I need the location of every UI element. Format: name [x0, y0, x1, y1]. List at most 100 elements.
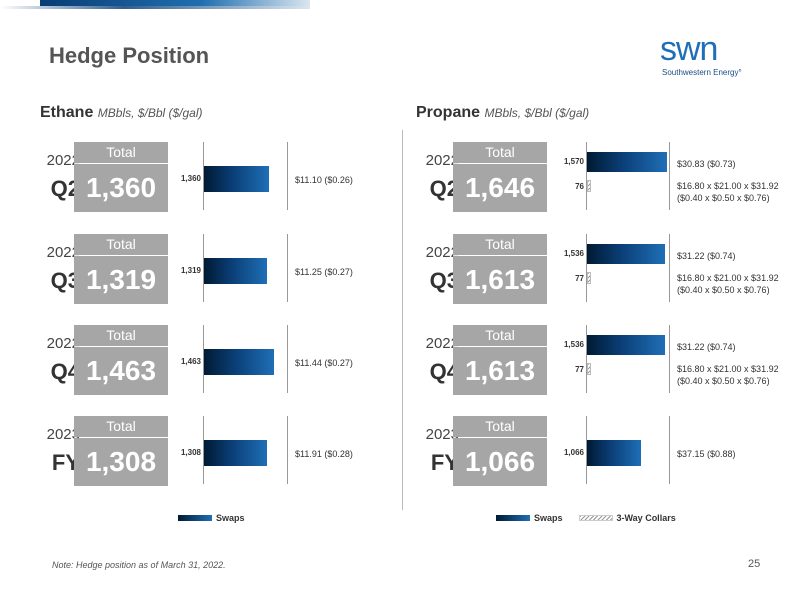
bar-value-collars: 77: [575, 274, 584, 283]
legend-label-swaps: Swaps: [534, 513, 563, 523]
total-box: Total 1,613: [453, 325, 547, 395]
total-value: 1,613: [453, 347, 547, 395]
price-separator: [287, 142, 288, 210]
ethane-panel-title: Ethane MBbls, $/Bbl ($/gal): [40, 104, 203, 122]
bar-swaps: [587, 152, 667, 172]
period-year: 2022: [425, 152, 459, 169]
price-separator: [287, 234, 288, 302]
bar-value-swaps: 1,570: [563, 157, 584, 166]
swap-price: $11.91 ($0.28): [295, 449, 353, 459]
period-year: 2022: [46, 335, 80, 352]
swap-price: $31.22 ($0.74): [677, 342, 736, 352]
price-separator: [287, 325, 288, 393]
bar-swaps: [587, 335, 665, 355]
panel-divider: [402, 130, 403, 510]
bar-swaps: [204, 349, 275, 375]
total-header: Total: [74, 325, 168, 346]
total-box: Total 1,066: [453, 416, 547, 486]
swap-price: $11.44 ($0.27): [295, 358, 353, 368]
legend-swatch-collars: [578, 515, 613, 521]
bar-value-swaps: 1,319: [180, 266, 201, 275]
total-value: 1,066: [453, 438, 547, 486]
total-box: Total 1,463: [74, 325, 168, 395]
top-accent-line: [0, 6, 310, 9]
swap-price: $11.10 ($0.26): [295, 175, 353, 185]
swn-logo: swn Southwestern Energy°: [660, 30, 770, 82]
bar-swaps: [204, 166, 270, 192]
page-number: 25: [748, 558, 761, 570]
price-separator: [669, 325, 670, 393]
collar-price-line-2: ($0.40 x $0.50 x $0.76): [677, 285, 770, 295]
propane-unit: MBbls, $/Bbl ($/gal): [484, 106, 590, 120]
propane-legend: Swaps 3-Way Collars: [496, 513, 676, 523]
total-value: 1,319: [74, 256, 168, 304]
ethane-unit: MBbls, $/Bbl ($/gal): [97, 106, 203, 120]
period-year: 2022: [46, 152, 80, 169]
total-value: 1,308: [74, 438, 168, 486]
bar-axis: [586, 142, 587, 210]
swap-price: $11.25 ($0.27): [295, 267, 353, 277]
bar-swaps: [587, 440, 641, 466]
swap-price: $31.22 ($0.74): [677, 251, 736, 261]
legend-swatch-swaps: [178, 515, 212, 521]
legend-label-collars: 3-Way Collars: [616, 513, 676, 523]
bar-axis: [203, 142, 204, 210]
period-year: 2022: [46, 244, 80, 261]
bar-collars: [587, 363, 591, 375]
bar-axis: [586, 234, 587, 302]
propane-title: Propane: [416, 104, 481, 121]
total-value: 1,463: [74, 347, 168, 395]
swap-price: $37.15 ($0.88): [677, 449, 736, 459]
total-box: Total 1,360: [74, 142, 168, 212]
legend-swatch-swaps: [496, 515, 530, 521]
legend-label-swaps: Swaps: [216, 513, 245, 523]
total-header: Total: [453, 325, 547, 346]
collar-price-line-1: $16.80 x $21.00 x $31.92: [677, 364, 779, 374]
bar-collars: [587, 272, 591, 284]
bar-collars: [587, 180, 591, 192]
total-box: Total 1,319: [74, 234, 168, 304]
period-year: 2022: [425, 335, 459, 352]
bar-value-swaps: 1,536: [563, 249, 584, 258]
total-box: Total 1,613: [453, 234, 547, 304]
total-header: Total: [453, 234, 547, 255]
logo-wordmark: swn: [660, 30, 718, 68]
total-box: Total 1,308: [74, 416, 168, 486]
total-box: Total 1,646: [453, 142, 547, 212]
ethane-title: Ethane: [40, 104, 94, 121]
total-header: Total: [74, 142, 168, 163]
page-title: Hedge Position: [49, 43, 210, 68]
total-header: Total: [453, 416, 547, 437]
bar-swaps: [204, 440, 267, 466]
collar-price-line-1: $16.80 x $21.00 x $31.92: [677, 181, 779, 191]
period-year: 2022: [425, 244, 459, 261]
bar-value-swaps: 1,308: [180, 448, 201, 457]
bar-value-collars: 76: [575, 182, 584, 191]
bar-axis: [203, 234, 204, 302]
price-separator: [669, 142, 670, 210]
logo-subtitle: Southwestern Energy°: [662, 68, 742, 77]
bar-value-collars: 77: [575, 365, 584, 374]
bar-value-swaps: 1,066: [563, 448, 584, 457]
price-separator: [287, 416, 288, 484]
price-separator: [669, 234, 670, 302]
total-header: Total: [74, 416, 168, 437]
total-value: 1,613: [453, 256, 547, 304]
bar-value-swaps: 1,463: [180, 357, 201, 366]
collar-price-line-1: $16.80 x $21.00 x $31.92: [677, 273, 779, 283]
bar-value-swaps: 1,360: [180, 174, 201, 183]
bar-axis: [203, 416, 204, 484]
total-header: Total: [453, 142, 547, 163]
footnote: Note: Hedge position as of March 31, 202…: [52, 560, 226, 570]
bar-axis: [586, 416, 587, 484]
top-accent-bar: [40, 0, 310, 6]
propane-panel-title: Propane MBbls, $/Bbl ($/gal): [416, 104, 589, 122]
collar-price-line-2: ($0.40 x $0.50 x $0.76): [677, 193, 770, 203]
swap-price: $30.83 ($0.73): [677, 159, 736, 169]
ethane-legend: Swaps: [178, 513, 245, 523]
total-header: Total: [74, 234, 168, 255]
total-value: 1,360: [74, 164, 168, 212]
collar-price-line-2: ($0.40 x $0.50 x $0.76): [677, 376, 770, 386]
bar-axis: [586, 325, 587, 393]
bar-axis: [203, 325, 204, 393]
